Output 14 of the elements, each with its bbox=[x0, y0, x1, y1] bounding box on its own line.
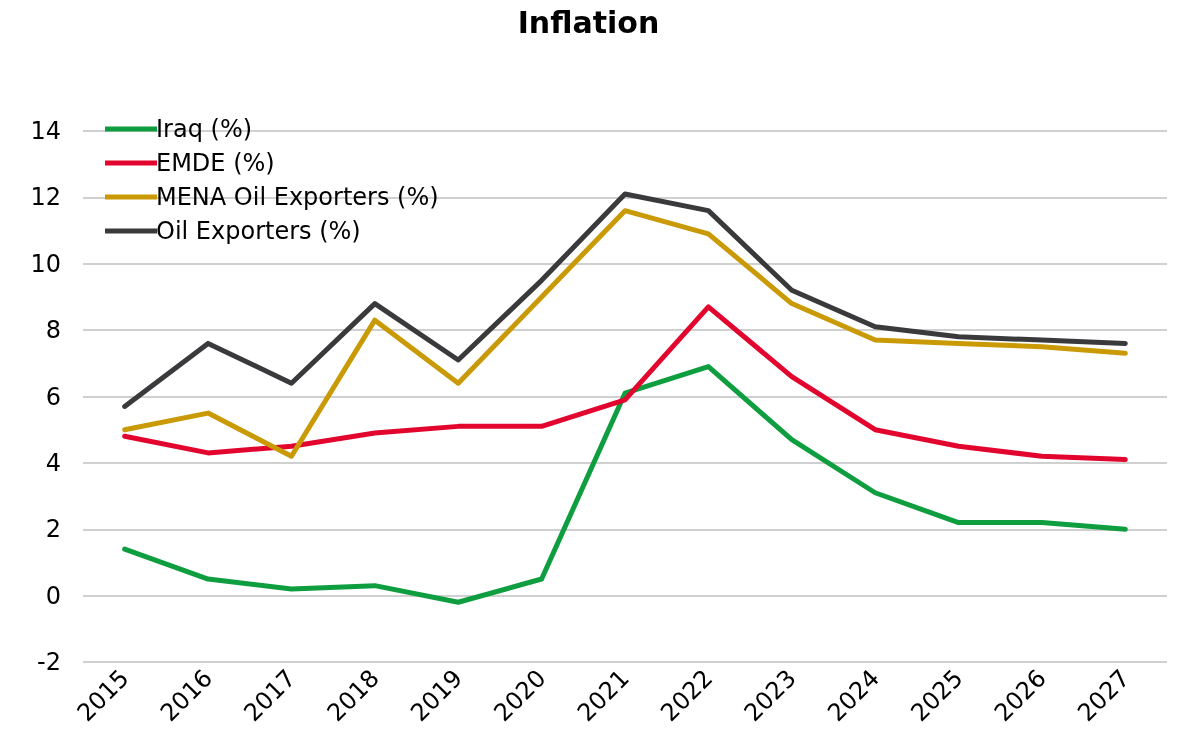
legend-label: Oil Exporters (%) bbox=[156, 217, 361, 245]
y-tick-label: -2 bbox=[37, 648, 61, 676]
y-tick-label: 4 bbox=[45, 448, 61, 477]
y-tick-label: 2 bbox=[45, 515, 61, 544]
y-tick-label: 0 bbox=[45, 581, 61, 610]
y-tick-label: 14 bbox=[30, 117, 61, 145]
legend-label: EMDE (%) bbox=[156, 149, 275, 177]
y-tick-label: 6 bbox=[45, 382, 61, 411]
legend-label: MENA Oil Exporters (%) bbox=[156, 183, 439, 211]
y-tick-label: 10 bbox=[30, 249, 61, 278]
chart-title: Inflation bbox=[517, 4, 660, 40]
y-tick-label: 8 bbox=[45, 316, 61, 345]
y-tick-label: 12 bbox=[30, 183, 61, 212]
legend-label: Iraq (%) bbox=[156, 115, 253, 143]
